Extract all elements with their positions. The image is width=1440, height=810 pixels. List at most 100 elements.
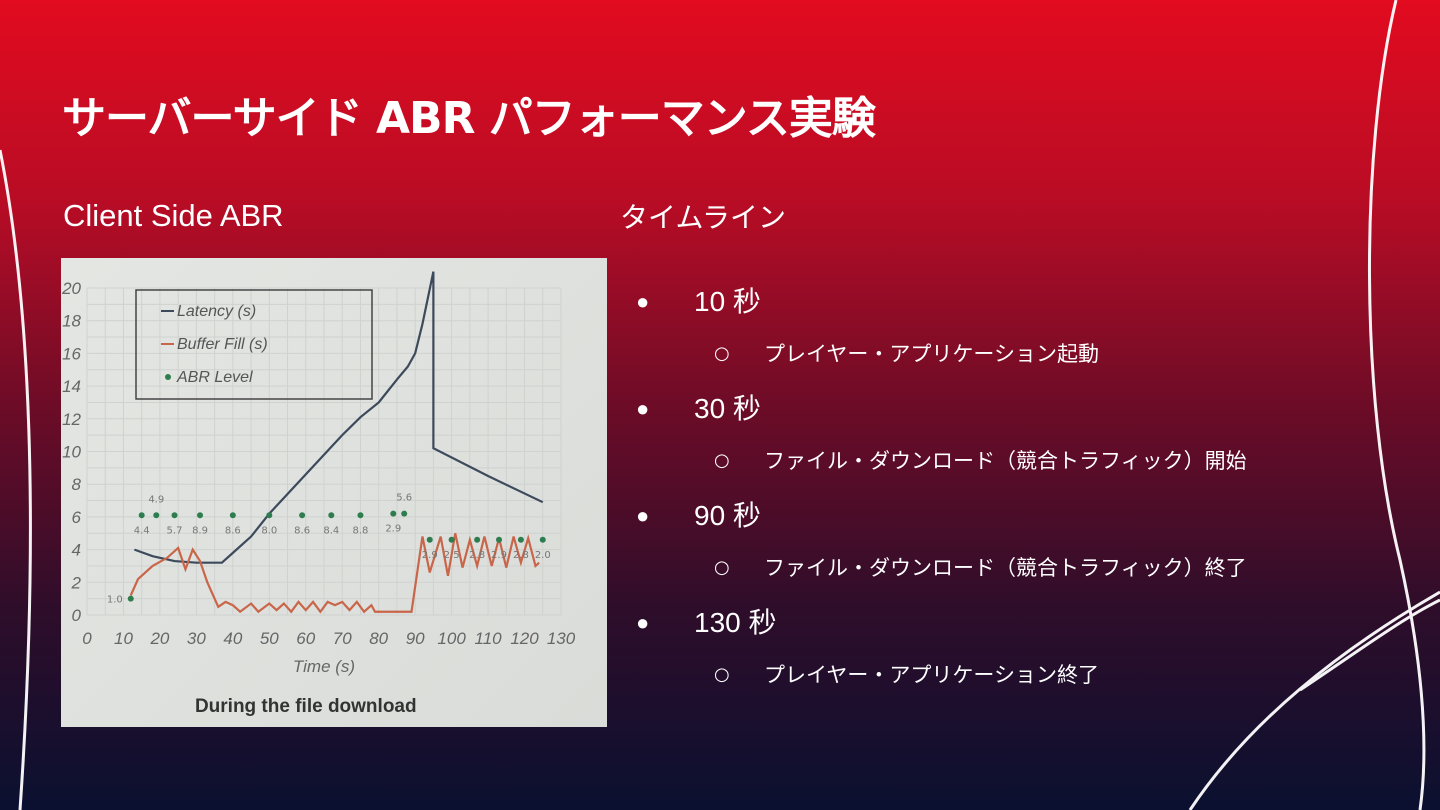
chart-heading: Client Side ABR — [63, 198, 284, 233]
y-tick-label: 6 — [72, 508, 82, 527]
timeline-item: ● 90 秒 — [636, 494, 1247, 548]
y-tick-label: 0 — [72, 606, 82, 625]
abr-level-label: 2.0 — [535, 550, 551, 561]
x-tick-label: 90 — [406, 629, 425, 648]
timeline-list: ● 10 秒 ○ プレイヤー・アプリケーション起動 ● 30 秒 ○ ファイル・ダウンロ… — [636, 280, 1247, 708]
timeline-event: ファイル・ダウンロード（競合トラフィック）開始 — [764, 449, 1247, 473]
abr-level-point — [299, 512, 306, 519]
y-tick-label: 20 — [61, 279, 81, 298]
abr-level-point — [496, 536, 503, 543]
bullet-icon: ● — [636, 289, 650, 314]
abr-level-label: 8.6 — [225, 525, 241, 536]
circle-bullet-icon: ○ — [714, 450, 730, 471]
timeline-time: 90 秒 — [694, 500, 761, 531]
chart-caption: During the file download — [195, 696, 417, 717]
timeline-item: ● 10 秒 — [636, 280, 1247, 334]
bullet-icon: ● — [636, 503, 650, 528]
legend-box — [135, 289, 373, 400]
abr-level-point — [153, 512, 160, 519]
abr-level-label: 4.4 — [134, 525, 150, 536]
legend-label: Latency (s) — [177, 303, 256, 320]
abr-level-label: 2.8 — [513, 550, 529, 561]
abr-level-label: 2.9 — [385, 524, 401, 535]
abr-level-point — [197, 512, 204, 519]
x-tick-label: 0 — [82, 629, 92, 648]
y-tick-label: 8 — [72, 475, 82, 494]
abr-level-point — [474, 536, 481, 543]
latency-line — [134, 271, 544, 564]
circle-bullet-icon: ○ — [714, 557, 730, 578]
legend-label: ABR Level — [176, 369, 253, 386]
x-tick-label: 50 — [260, 629, 279, 648]
abr-level-label: 5.6 — [396, 493, 412, 504]
abr-level-label: 2.9 — [422, 550, 438, 561]
timeline-item: ● 30 秒 — [636, 387, 1247, 441]
abr-level-point — [426, 536, 433, 543]
timeline-item: ● 130 秒 — [636, 601, 1247, 655]
timeline-subitem: ○ プレイヤー・アプリケーション終了 — [636, 655, 1247, 708]
y-tick-label: 12 — [62, 410, 81, 429]
bullet-icon: ● — [636, 610, 650, 635]
abr-level-label: 8.0 — [261, 525, 277, 536]
x-tick-label: 80 — [369, 629, 388, 648]
x-tick-label: 70 — [333, 629, 352, 648]
x-tick-label: 120 — [510, 629, 539, 648]
abr-level-label: 8.9 — [192, 525, 208, 536]
bullet-icon: ● — [636, 396, 650, 421]
abr-level-label: 2.5 — [444, 550, 460, 561]
abr-level-label: 5.7 — [167, 525, 183, 536]
abr-level-label: 1.0 — [107, 595, 123, 606]
abr-level-point — [390, 510, 397, 517]
timeline-subitem: ○ ファイル・ダウンロード（競合トラフィック）終了 — [636, 548, 1247, 601]
y-tick-label: 4 — [72, 541, 81, 560]
timeline-event: プレイヤー・アプリケーション終了 — [764, 663, 1099, 687]
timeline-time: 130 秒 — [694, 607, 777, 638]
x-tick-label: 110 — [475, 629, 503, 648]
x-tick-label: 30 — [187, 629, 206, 648]
x-axis-label: Time (s) — [293, 657, 355, 676]
abr-level-point — [448, 536, 455, 543]
x-tick-label: 60 — [296, 629, 315, 648]
abr-level-label: 8.4 — [323, 525, 339, 536]
abr-level-point — [517, 536, 524, 543]
x-tick-label: 130 — [547, 629, 576, 648]
y-tick-label: 14 — [62, 377, 81, 396]
buffer-fill-line — [129, 533, 540, 614]
abr-level-point — [401, 510, 408, 517]
circle-bullet-icon: ○ — [714, 343, 730, 364]
abr-level-point — [127, 595, 134, 602]
abr-level-point — [357, 512, 364, 519]
y-tick-label: 16 — [62, 344, 81, 363]
abr-level-point — [229, 512, 236, 519]
abr-level-point — [171, 512, 178, 519]
y-tick-label: 18 — [62, 312, 81, 331]
x-tick-label: 20 — [149, 629, 169, 648]
abr-level-label: 8.6 — [294, 525, 310, 536]
timeline-heading: タイムライン — [620, 201, 787, 234]
abr-level-label: 8.8 — [353, 525, 369, 536]
abr-level-point — [539, 536, 546, 543]
timeline-time: 10 秒 — [694, 286, 761, 317]
circle-bullet-icon: ○ — [714, 664, 730, 685]
abr-level-point — [138, 512, 145, 519]
abr-level-point — [328, 512, 335, 519]
timeline-event: プレイヤー・アプリケーション起動 — [764, 342, 1099, 366]
x-tick-label: 40 — [223, 629, 242, 648]
abr-level-label: 2.9 — [491, 550, 507, 561]
y-tick-label: 10 — [62, 443, 81, 462]
timeline-time: 30 秒 — [694, 393, 761, 424]
abr-level-point — [266, 512, 273, 519]
x-tick-label: 100 — [437, 629, 466, 648]
timeline-event: ファイル・ダウンロード（競合トラフィック）終了 — [764, 556, 1247, 580]
abr-chart: 0 10 20 30 40 50 60 70 80 90 100 110 120 130 0 2 4 6 8 10 12… — [61, 271, 576, 717]
legend-label: Buffer Fill (s) — [177, 336, 268, 353]
slide-title: サーバーサイド ABR パフォーマンス実験 — [62, 93, 876, 144]
x-tick-label: 10 — [114, 629, 133, 648]
abr-level-label: 2.8 — [469, 550, 485, 561]
abr-level-label: 4.9 — [148, 494, 164, 505]
timeline-subitem: ○ ファイル・ダウンロード（競合トラフィック）開始 — [636, 441, 1247, 494]
y-tick-label: 2 — [71, 573, 82, 592]
chart-photo: 0 10 20 30 40 50 60 70 80 90 100 110 120 130 0 2 4 6 8 10 12… — [61, 258, 607, 727]
legend-marker — [165, 374, 171, 380]
